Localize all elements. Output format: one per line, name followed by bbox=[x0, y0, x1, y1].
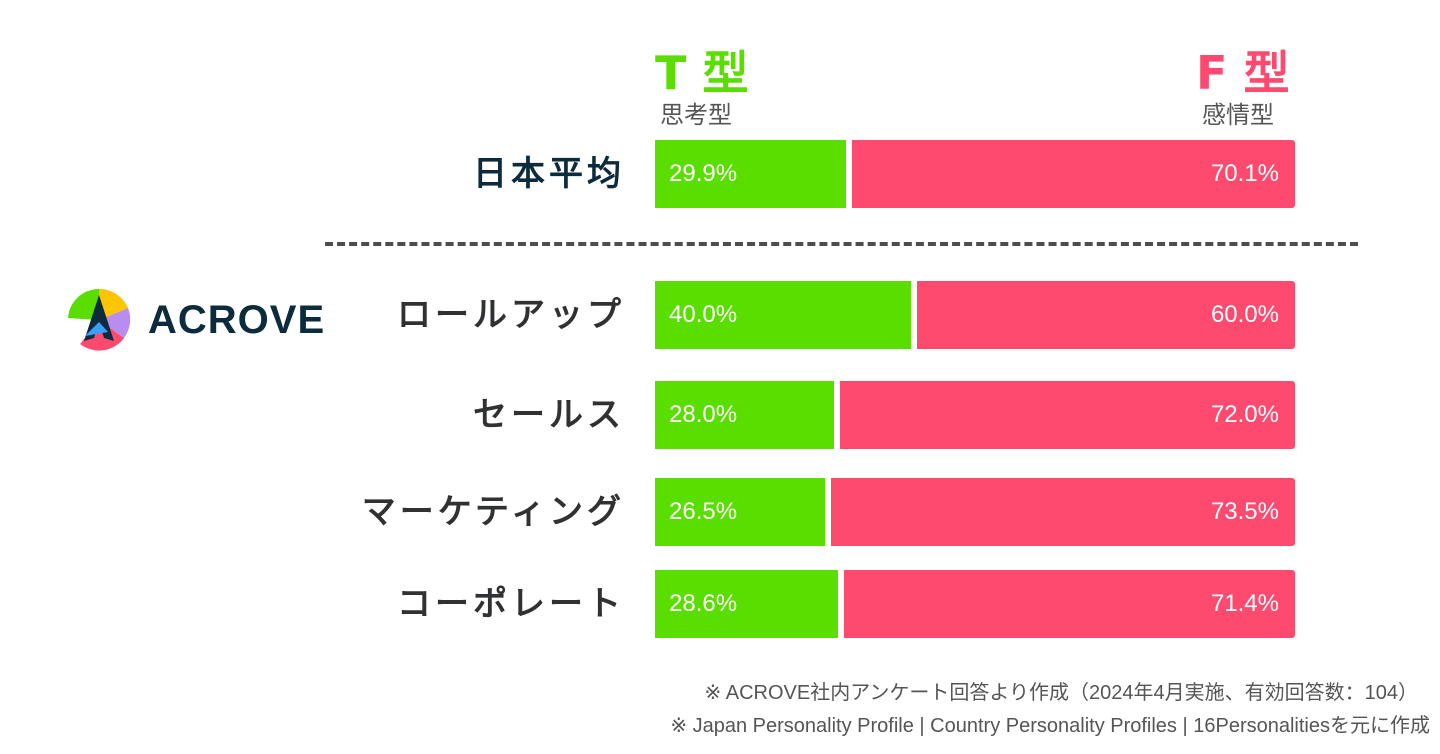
bar-f-segment: 72.0% bbox=[840, 381, 1295, 449]
bar-row: 29.9% 70.1% bbox=[655, 140, 1295, 208]
footnote-source: ※ Japan Personality Profile | Country Pe… bbox=[670, 715, 1430, 737]
bar-t-value-label: 40.0% bbox=[669, 301, 738, 328]
bar-row: 26.5% 73.5% bbox=[655, 478, 1295, 546]
category-label: ロールアップ bbox=[397, 295, 625, 335]
t-type-title: T 型 bbox=[655, 46, 749, 100]
bar-t-segment: 26.5% bbox=[655, 478, 825, 546]
bar-row: 40.0% 60.0% bbox=[655, 281, 1295, 349]
bar-f-value-label: 71.4% bbox=[1210, 590, 1279, 617]
bar-f-value-label: 73.5% bbox=[1210, 498, 1279, 525]
bar-t-value-label: 28.6% bbox=[669, 590, 738, 617]
bar-row: 28.0% 72.0% bbox=[655, 381, 1295, 449]
bar-t-segment: 29.9% bbox=[655, 140, 846, 208]
bar-t-value-label: 26.5% bbox=[669, 498, 738, 525]
bar-t-value-label: 28.0% bbox=[669, 401, 738, 428]
bar-f-value-label: 70.1% bbox=[1210, 160, 1279, 187]
section-divider bbox=[325, 242, 1358, 246]
bar-f-segment: 70.1% bbox=[852, 140, 1295, 208]
f-type-title: F 型 bbox=[1196, 46, 1290, 100]
f-type-subtitle: 感情型 bbox=[1202, 101, 1274, 129]
bar-t-segment: 28.6% bbox=[655, 570, 838, 638]
bar-t-segment: 40.0% bbox=[655, 281, 911, 349]
acrove-logo-icon bbox=[67, 288, 131, 351]
category-label: コーポレート bbox=[397, 584, 625, 624]
bar-t-value-label: 29.9% bbox=[669, 160, 738, 187]
bar-row: 28.6% 71.4% bbox=[655, 570, 1295, 638]
category-label: 日本平均 bbox=[473, 154, 625, 194]
bar-f-value-label: 60.0% bbox=[1210, 301, 1279, 328]
t-type-subtitle: 思考型 bbox=[660, 101, 732, 129]
footnote-survey: ※ ACROVE社内アンケート回答より作成（2024年4月実施、有効回答数：10… bbox=[704, 682, 1418, 704]
acrove-logo-text: ACROVE bbox=[148, 298, 326, 342]
category-label: マーケティング bbox=[361, 492, 625, 532]
category-label: セールス bbox=[473, 395, 625, 435]
bar-f-value-label: 72.0% bbox=[1210, 401, 1279, 428]
bar-f-segment: 60.0% bbox=[917, 281, 1295, 349]
bar-f-segment: 71.4% bbox=[844, 570, 1295, 638]
bar-t-segment: 28.0% bbox=[655, 381, 834, 449]
bar-f-segment: 73.5% bbox=[831, 478, 1295, 546]
